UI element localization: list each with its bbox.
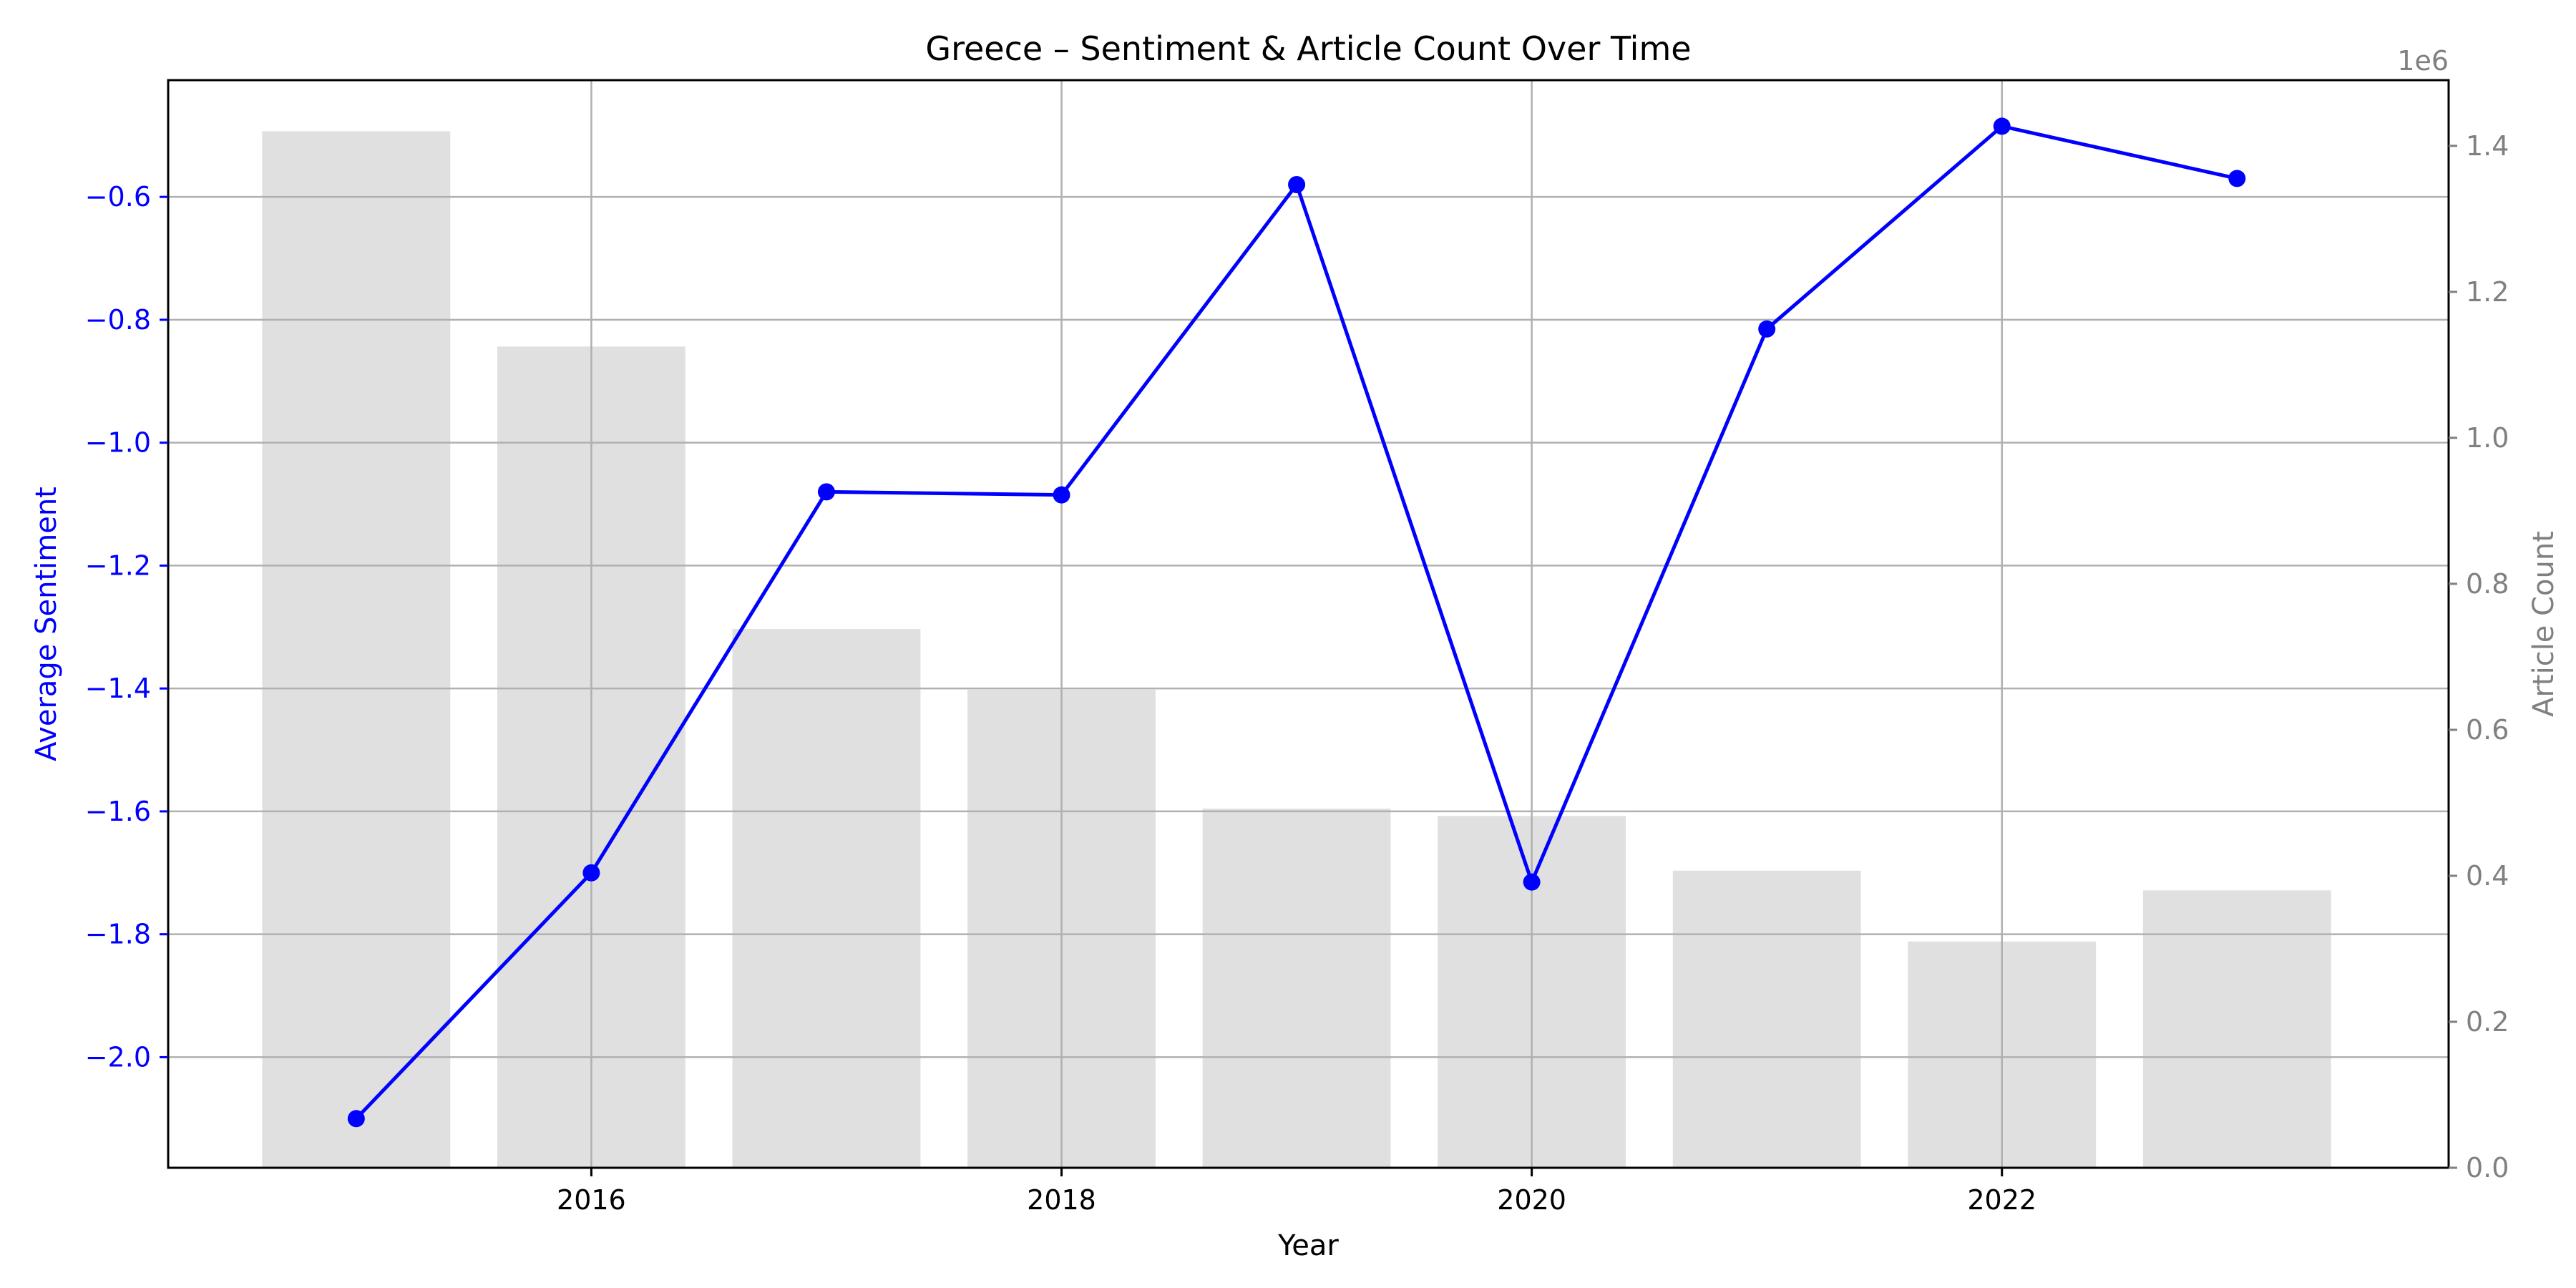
y-right-tick-label-7: 1.4	[2466, 130, 2509, 162]
grid-layer	[168, 80, 2449, 1168]
sentiment-point-2022	[1993, 117, 2011, 135]
bars-layer	[262, 131, 2331, 1168]
y-left-tick-label-5: −1.0	[85, 427, 151, 459]
sentiment-point-2015	[347, 1110, 365, 1128]
y-right-tick-label-5: 1.0	[2466, 422, 2509, 454]
y-right-tick-label-6: 1.2	[2466, 276, 2509, 308]
sentiment-point-2018	[1053, 486, 1070, 504]
x-tick-label-2022: 2022	[1967, 1184, 2036, 1216]
y-right-tick-label-3: 0.6	[2466, 714, 2509, 746]
axes-layer: 2016 2018 2020 2022 −2.0 −1.8 −1.6 −1.4 −1.2 −1.0…	[85, 79, 2509, 1216]
plot-frame	[167, 79, 2450, 1169]
y-right-tick-label-2: 0.4	[2466, 860, 2509, 892]
article-count-bar-2017	[732, 629, 921, 1168]
sentiment-line-layer	[347, 117, 2246, 1128]
x-tick-label-2018: 2018	[1027, 1184, 1096, 1216]
article-count-bar-2015	[262, 131, 451, 1168]
y-left-tick-label-7: −0.6	[85, 181, 151, 213]
right-axis-offset-label: 1e6	[2397, 45, 2449, 77]
y-left-tick-label-6: −0.8	[85, 304, 151, 336]
sentiment-point-2021	[1758, 320, 1776, 338]
y-left-tick-label-2: −1.6	[85, 796, 151, 827]
sentiment-point-2017	[817, 483, 835, 501]
y-left-axis-label: Average Sentiment	[30, 487, 63, 761]
y-right-tick-label-4: 0.8	[2466, 568, 2509, 600]
article-count-bar-2023	[2142, 890, 2331, 1168]
chart-title: Greece – Sentiment & Article Count Over …	[925, 29, 1691, 68]
y-right-tick-label-1: 0.2	[2466, 1006, 2509, 1038]
x-axis-label: Year	[1277, 1229, 1339, 1262]
article-count-bar-2021	[1672, 870, 1861, 1168]
y-left-tick-label-3: −1.4	[85, 673, 151, 704]
y-right-tick-label-0: 0.0	[2466, 1152, 2509, 1184]
x-tick-label-2020: 2020	[1497, 1184, 1566, 1216]
sentiment-point-2016	[582, 864, 600, 882]
sentiment-point-2019	[1288, 175, 1306, 193]
y-left-tick-label-1: −1.8	[85, 919, 151, 950]
y-left-tick-label-4: −1.2	[85, 550, 151, 581]
sentiment-point-2020	[1523, 873, 1541, 891]
x-tick-label-2016: 2016	[557, 1184, 626, 1216]
y-right-axis-label: Article Count	[2527, 531, 2560, 717]
y-left-tick-label-0: −2.0	[85, 1041, 151, 1073]
article-count-bar-2019	[1202, 809, 1391, 1168]
sentiment-point-2023	[2228, 170, 2246, 187]
